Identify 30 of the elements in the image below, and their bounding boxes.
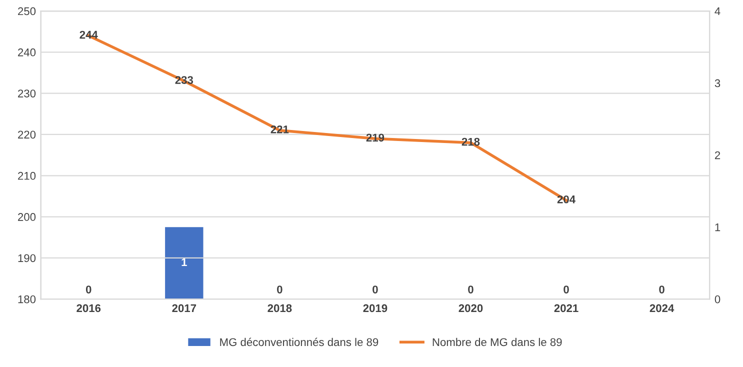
y-tick-label: 200 [18,213,36,221]
x-tick-label: 2017 [172,304,196,312]
y2-tick-label: 3 [714,79,720,88]
data-label: 0 [372,286,378,294]
y-tick-label: 240 [18,48,36,56]
y2-tick-label: 4 [714,7,720,16]
x-tick-label: 2021 [554,304,578,312]
legend-label: MG déconventionnés dans le 89 [220,338,378,346]
data-label: 0 [277,286,282,294]
x-tick-label: 2024 [650,304,674,312]
y-tick-label: 250 [18,7,36,16]
data-label: 0 [659,286,664,294]
y-tick-label: 220 [18,130,36,139]
y2-tick-label: 0 [714,295,720,304]
y2-tick-label: 2 [714,151,720,160]
x-tick-label: 2020 [458,304,483,312]
x-tick-label: 2019 [363,304,388,312]
x-tick-label: 2018 [268,304,292,312]
data-label: 0 [468,286,474,294]
y2-tick-label: 1 [715,223,720,232]
x-tick-label: 2016 [76,304,101,312]
data-label: 0 [564,286,569,294]
y-tick-label: 190 [18,254,36,262]
y-tick-label: 180 [18,295,36,304]
data-label: 244 [80,30,98,39]
data-label: 0 [86,286,92,294]
data-label: 1 [182,258,187,266]
legend-label: Nombre de MG dans le 89 [432,338,562,346]
y-tick-label: 210 [18,172,36,180]
y-tick-label: 230 [18,90,36,98]
